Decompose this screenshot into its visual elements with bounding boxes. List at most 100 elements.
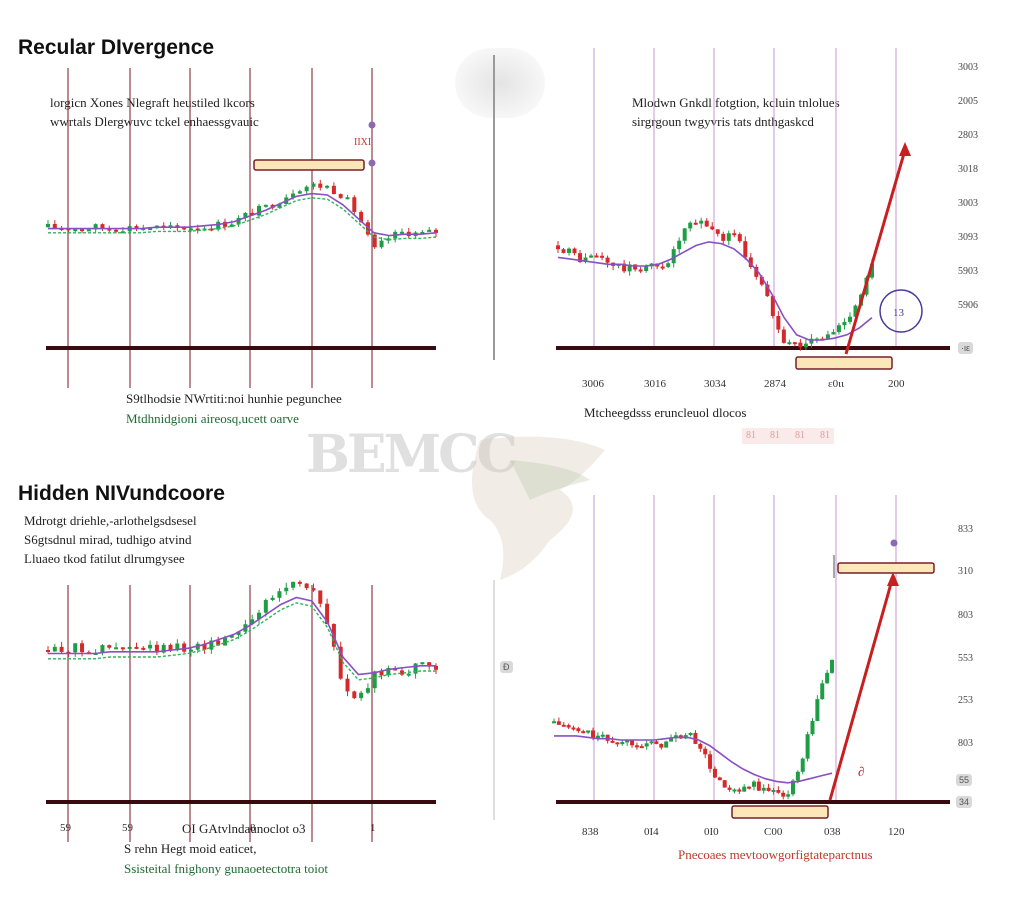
candle-body [732, 233, 737, 236]
candle-body [589, 255, 594, 258]
candle-body [107, 228, 112, 231]
candle-body [727, 787, 732, 790]
tr-y-label: 2803 [958, 130, 978, 141]
candle-body [594, 255, 599, 258]
candle-body [644, 743, 649, 747]
candle-body [620, 742, 625, 745]
candle-body [571, 727, 576, 730]
candle-body [747, 786, 752, 789]
br-x-label: 838 [582, 826, 599, 838]
tr-y-label: 3003 [958, 198, 978, 209]
candle-body [810, 721, 815, 735]
candle-body [386, 238, 391, 241]
candle-body [236, 217, 241, 225]
candle-body [359, 211, 364, 223]
tr-caption-line-2: sirgrgoun twgyvris tats dnthgaskcd [632, 114, 814, 129]
tr-faint-label-4: 81 [820, 430, 830, 441]
candle-body [576, 728, 581, 732]
candle-body [134, 226, 139, 230]
candle-body [229, 634, 234, 638]
candle-body [386, 668, 391, 676]
br-x-label: 120 [888, 826, 905, 838]
candle-body [732, 789, 737, 792]
br-y-label: 803 [958, 738, 973, 749]
candle-body [688, 732, 693, 736]
candle-body [572, 248, 577, 254]
candle-body [325, 185, 330, 188]
candle-body [345, 197, 350, 200]
candle-body [639, 746, 644, 749]
bl-caption-line-2: S6gtsdnul mirad, tudhigo atvind [24, 532, 192, 547]
moving-average-line [554, 735, 833, 784]
moving-average-line [48, 596, 436, 676]
br-y-label: 310 [958, 566, 973, 577]
candle-body [73, 643, 78, 653]
candle-body [120, 231, 125, 234]
candle-body [743, 241, 748, 258]
candle-body [263, 204, 268, 207]
candle-body [365, 688, 370, 693]
candle-body [311, 588, 316, 591]
br-x-label: 038 [824, 826, 841, 838]
bl-bottom-caption-2: Ssisteital fnighony gunaoetectotra toiot [124, 861, 328, 876]
moving-average-line [557, 241, 873, 341]
candle-body [798, 342, 803, 348]
candle-body [161, 644, 166, 653]
candle-body [277, 591, 282, 598]
candle-body [688, 222, 693, 229]
candle-body [311, 183, 316, 187]
signal-line [48, 197, 437, 241]
candle-body [304, 583, 309, 589]
br-left-badge: Ð [500, 661, 513, 673]
candle-body [870, 263, 874, 278]
candle-body [830, 659, 834, 673]
candle-body [703, 748, 708, 755]
candle-body [825, 672, 830, 684]
candle-body [815, 699, 820, 722]
candle-body [154, 644, 159, 653]
candle-body [756, 781, 761, 791]
candle-body [216, 640, 221, 646]
candle-body [649, 741, 654, 744]
candle-body [250, 619, 255, 625]
tr-x-label: ε0ιι [828, 378, 845, 390]
candle-body [331, 185, 336, 195]
candle-body [605, 734, 610, 741]
candle-body [222, 637, 227, 646]
bl-caption-line-1: Mdrotgt driehle,-arlothelgsdsesel [24, 513, 197, 528]
candle-body [100, 645, 105, 654]
candle-body [229, 224, 234, 227]
tl-chart [46, 68, 438, 388]
tr-bottom-caption: Mtcheegdsss eruncleuol dlocos [584, 405, 747, 420]
candle-body [168, 225, 173, 228]
candle-body [93, 224, 98, 230]
watermark: BEMCC [306, 424, 518, 485]
candle-body [297, 581, 302, 584]
tr-chart: 13 [556, 48, 950, 370]
tr-x-label: 3016 [644, 378, 666, 390]
candle-body [704, 220, 709, 227]
candle-body [420, 662, 425, 665]
candle-body [600, 255, 605, 258]
br-price-zone-top [837, 562, 935, 574]
candle-body [803, 343, 808, 348]
candle-body [270, 597, 275, 600]
tr-divergence-arrow-head [899, 142, 911, 156]
candle-body [699, 220, 704, 224]
candle-body [209, 228, 214, 231]
tr-faint-label-2: 81 [770, 430, 780, 441]
candle-body [284, 587, 289, 592]
tr-x-label: 2874 [764, 378, 786, 390]
candle-body [792, 342, 797, 345]
candle-body [114, 229, 119, 232]
candle-body [693, 222, 698, 225]
candle-body [338, 194, 343, 198]
candle-body [615, 742, 620, 745]
candle-body [586, 730, 591, 733]
tr-x-label: 3034 [704, 378, 726, 390]
tr-faint-label-strip [742, 428, 834, 444]
candle-body [86, 229, 91, 232]
candle-body [168, 644, 173, 651]
candle-body [52, 646, 57, 652]
tr-y-label: 2005 [958, 96, 978, 107]
